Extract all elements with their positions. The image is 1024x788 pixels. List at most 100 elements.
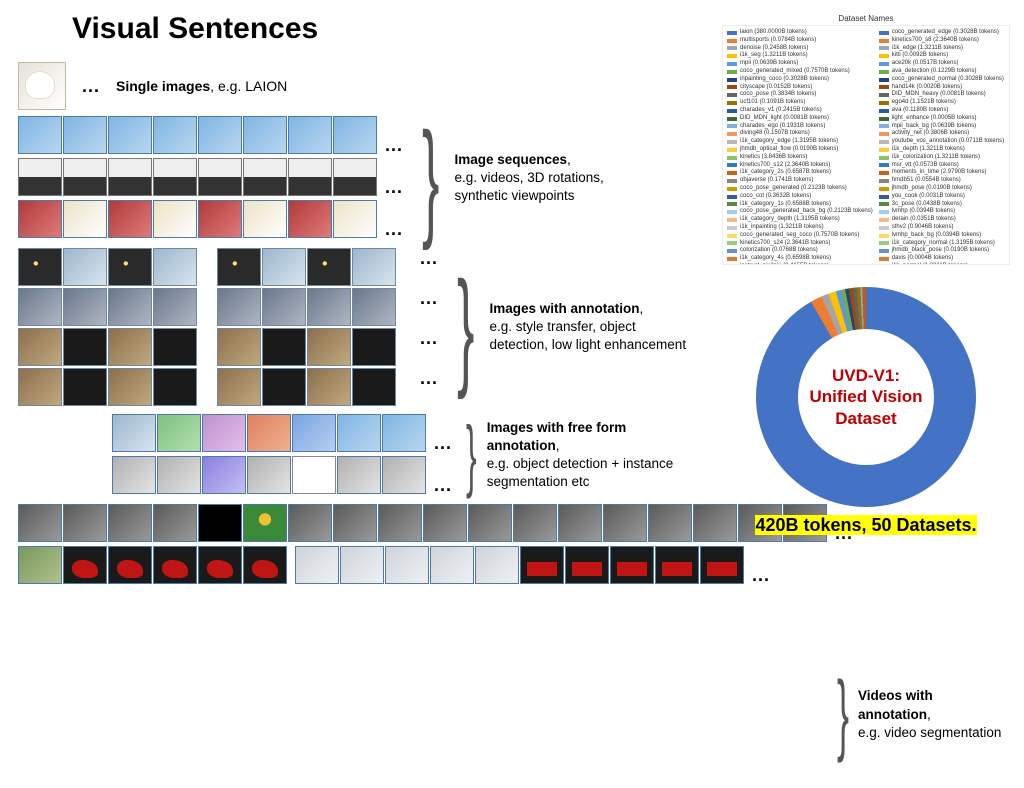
anno-pair-1b — [217, 248, 396, 286]
legend-row: i1k_depth (1.3211B tokens) — [879, 146, 1005, 154]
brace-icon: } — [421, 133, 440, 224]
donut-caption: 420B tokens, 50 Datasets. — [722, 515, 1010, 536]
legend-swatch — [879, 195, 889, 199]
right-column: Dataset Names laion (380.0000B tokens)mu… — [722, 14, 1010, 536]
ellipsis: ... — [416, 288, 442, 326]
legend-row: coco_generated_normal (0.3028B tokens) — [879, 76, 1005, 84]
legend-text: kinetics700_s24 (2.3641B tokens) — [740, 240, 830, 248]
anno-pair-1a — [18, 248, 197, 286]
legend-text: cityscape (0.0152B tokens) — [740, 84, 812, 92]
legend-row: sthv2 (0.9046B tokens) — [879, 224, 1005, 232]
legend-swatch — [727, 140, 737, 144]
donut-line2: Unified Vision — [809, 387, 922, 406]
legend-swatch — [879, 62, 889, 66]
legend-row: ego4d (1.1521B tokens) — [879, 99, 1005, 107]
legend-swatch — [727, 195, 737, 199]
single-images-row: ... Single images, e.g. LAION — [18, 62, 718, 110]
legend-swatch — [727, 148, 737, 152]
legend-text: sthv2 (0.9046B tokens) — [892, 224, 954, 232]
legend-swatch — [879, 187, 889, 191]
legend-swatch — [879, 234, 889, 238]
legend-swatch — [727, 171, 737, 175]
legend-swatch — [879, 78, 889, 82]
legend-swatch — [727, 93, 737, 97]
legend-row: i1k_category_edge (1.3195B tokens) — [727, 138, 873, 146]
legend-swatch — [879, 210, 889, 214]
ellipsis: ... — [416, 368, 442, 406]
legend-text: i1k_inpainting (1.3211B tokens) — [740, 224, 824, 232]
legend-row: charades_ego (0.1931B tokens) — [727, 123, 873, 131]
legend-text: youtube_vos_annotation (0.0711B tokens) — [892, 138, 1004, 146]
legend-row: coco_generated_edge (0.3028B tokens) — [879, 29, 1005, 37]
legend-row: multisports (0.0784B tokens) — [727, 37, 873, 45]
legend-swatch — [727, 85, 737, 89]
anno-pair-2a — [18, 288, 197, 326]
legend-swatch — [879, 202, 889, 206]
legend-text: lvmhp (0.0394B tokens) — [892, 208, 955, 216]
legend-row: kinetics (3.8436B tokens) — [727, 154, 873, 162]
legend-text: instruct_pix2pix (0.4155B tokens) — [740, 263, 829, 265]
legend-swatch — [727, 101, 737, 105]
legend-row: inpainting_coco (0.3028B tokens) — [727, 76, 873, 84]
legend-text: i1k_category_1s (0.6588B tokens) — [740, 201, 831, 209]
ellipsis: ... — [748, 565, 774, 586]
legend-row: ucf101 (0.1091B tokens) — [727, 99, 873, 107]
legend-row: denoise (0.2458B tokens) — [727, 45, 873, 53]
legend-row: i1k_category_depth (1.3195B tokens) — [727, 216, 873, 224]
donut-center-text: UVD-V1: Unified Vision Dataset — [809, 365, 922, 429]
video-desc: Videos with annotation, e.g. video segme… — [858, 687, 1008, 742]
legend-text: jhmdb_black_pose (0.0190B tokens) — [892, 247, 989, 255]
legend-row: i1k_edge (1.3211B tokens) — [879, 45, 1005, 53]
legend-swatch — [727, 46, 737, 50]
legend-swatch — [879, 54, 889, 58]
legend-swatch — [879, 156, 889, 160]
legend-text: i1k_normal (1.3211B tokens) — [892, 263, 968, 265]
legend-row: coco_pose (0.3834B tokens) — [727, 91, 873, 99]
donut-hole: UVD-V1: Unified Vision Dataset — [798, 329, 934, 465]
anno-pair-3a — [18, 328, 197, 366]
legend-row: moments_in_time (2.9790B tokens) — [879, 169, 1005, 177]
legend-col-left: laion (380.0000B tokens)multisports (0.0… — [727, 29, 873, 261]
legend-swatch — [727, 70, 737, 74]
annotation-desc-bold: Images with annotation — [489, 301, 639, 316]
legend-text: davis (0.0004B tokens) — [892, 255, 953, 263]
legend-swatch — [879, 257, 889, 261]
annotation-desc: Images with annotation, e.g. style trans… — [489, 300, 689, 355]
legend-swatch — [727, 109, 737, 113]
single-images-label-bold: Single images — [116, 78, 210, 94]
legend-row: derain (0.0351B tokens) — [879, 216, 1005, 224]
annotation-group: ... ... ... ... } Images with annotation… — [18, 248, 718, 406]
legend-swatch — [879, 101, 889, 105]
legend-swatch — [727, 187, 737, 191]
legend-swatch — [879, 46, 889, 50]
legend-swatch — [727, 234, 737, 238]
freeform-strip-2 — [112, 456, 426, 494]
seq-strip-3 — [18, 200, 377, 238]
legend-row: objaverse (0.1741B tokens) — [727, 177, 873, 185]
legend-row: activity_net (0.3806B tokens) — [879, 130, 1005, 138]
legend-text: charades_v1 (0.2415B tokens) — [740, 107, 822, 115]
legend-row: instruct_pix2pix (0.4155B tokens) — [727, 263, 873, 265]
brace-icon: } — [456, 282, 475, 373]
legend-text: objaverse (0.1741B tokens) — [740, 177, 813, 185]
legend-row: you_cook (0.0031B tokens) — [879, 193, 1005, 201]
legend-row: charades_v1 (0.2415B tokens) — [727, 107, 873, 115]
legend-swatch — [727, 179, 737, 183]
legend-row: kinetics700_s8 (2.3640B tokens) — [879, 37, 1005, 45]
single-images-label-rest: , e.g. LAION — [210, 78, 287, 94]
legend-text: i1k_depth (1.3211B tokens) — [892, 146, 965, 154]
sequences-desc: Image sequences, e.g. videos, 3D rotatio… — [454, 151, 634, 206]
anno-pair-4b — [217, 368, 396, 406]
donut-line3: Dataset — [835, 409, 896, 428]
legend-swatch — [727, 210, 737, 214]
legend-text: i1k_category_depth (1.3195B tokens) — [740, 216, 840, 224]
legend-row: coco_pose_generated (0.2123B tokens) — [727, 185, 873, 193]
legend-title: Dataset Names — [722, 14, 1010, 23]
legend-text: jhmdb_optical_flow (0.0190B tokens) — [740, 146, 838, 154]
legend-text: i1k_seg (1.3211B tokens) — [740, 52, 808, 60]
legend-row: coco_pose_generated_back_bg (0.2123B tok… — [727, 208, 873, 216]
legend-swatch — [879, 70, 889, 74]
legend-text: 3c_pose (0.0438B tokens) — [892, 201, 962, 209]
legend-swatch — [727, 156, 737, 160]
legend-text: coco_pose (0.3834B tokens) — [740, 91, 816, 99]
